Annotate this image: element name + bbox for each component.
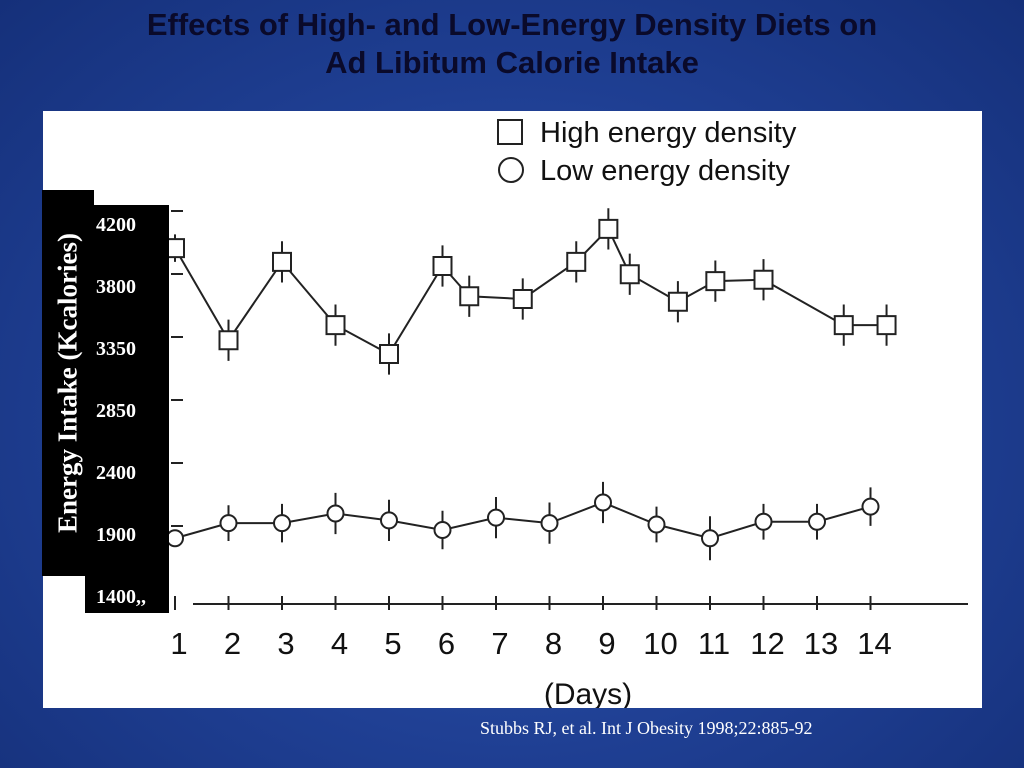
x-tick-label: 7 [491,626,508,661]
data-point-square [566,251,587,272]
data-point-square [272,251,292,272]
y-tick-label: 1400,, [96,586,146,608]
data-point-circle [540,514,559,533]
data-point-square [325,315,346,336]
data-point-circle [219,514,238,533]
data-point-square [459,286,480,307]
legend-label: Low energy density [540,155,790,187]
data-point-circle [808,512,826,531]
x-tick-label: 2 [224,626,241,661]
x-tick-label: 1 [170,626,187,661]
series-circle [166,481,880,561]
x-tick-label: 10 [643,626,677,661]
data-point-square [218,330,239,351]
series-line [174,227,887,356]
y-tick-label: 2400 [96,462,136,484]
data-point-square [667,291,688,312]
data-point-circle [273,514,291,533]
data-point-square [512,289,533,309]
data-point-square [705,271,726,292]
data-point-square [833,315,854,336]
x-tick-label: 14 [857,626,891,661]
slide-title-line-1: Effects of High- and Low-Energy Density … [146,7,878,42]
data-point-square [379,344,399,364]
series-square [165,208,897,375]
series-line [174,501,871,540]
y-tick-label: 3800 [96,276,136,298]
data-point-circle [701,529,719,548]
y-tick-label: 1900 [96,524,136,546]
x-tick-label: 8 [545,626,562,661]
data-point-square [432,256,453,276]
x-tick-label: 12 [750,626,784,661]
legend: High energy density Low energy density [497,117,797,187]
data-point-square [876,315,897,336]
data-point-circle [647,515,666,534]
x-tick-label: 5 [384,626,401,661]
legend-label: High energy density [540,117,797,149]
data-point-square [753,269,774,290]
y-tick-label: 4200 [96,214,136,236]
x-tick-label: 9 [598,626,615,661]
series-layer [165,208,897,561]
legend-circle-icon [498,157,524,183]
data-point-circle [380,511,398,530]
line-chart: 1 2 3 4 5 6 7 8 9 10 11 12 13 14(Days) High energy de… [165,117,968,708]
axis-layer: 1 2 3 4 5 6 7 8 9 10 11 12 13 14(Days) [170,210,968,708]
x-tick-label: 13 [804,626,838,661]
y-tick-label: 2850 [96,400,136,422]
y-tick-labels-box: 4200 3800 3350 2850 2400 1900 1400,, [85,205,169,613]
x-tick-label: 4 [331,626,348,661]
x-tick-label: 6 [438,626,455,661]
chart-panel: 1 2 3 4 5 6 7 8 9 10 11 12 13 14 (Days) High energy de… [43,111,982,708]
x-axis-label: (Days) [544,678,632,708]
data-point-circle [433,521,452,539]
y-axis-label: Energy Intake (Kcalories) [52,233,83,533]
data-point-circle [166,529,184,548]
legend-square-icon [497,119,523,145]
y-tick-label: 3350 [96,338,136,360]
data-point-circle [754,512,773,531]
data-point-circle [594,493,612,512]
data-point-square [598,218,619,239]
slide-title: Effects of High- and Low-Energy Density … [0,6,1024,82]
data-point-circle [487,508,505,527]
data-point-square [619,264,640,285]
slide-title-line-2: Ad Libitum Calorie Intake [325,45,699,80]
data-point-circle [326,504,345,523]
data-point-circle [861,497,880,516]
x-tick-label: 3 [277,626,294,661]
citation: Stubbs RJ, et al. Int J Obesity 1998;22:… [480,718,813,738]
x-tick-label: 11 [698,626,730,661]
